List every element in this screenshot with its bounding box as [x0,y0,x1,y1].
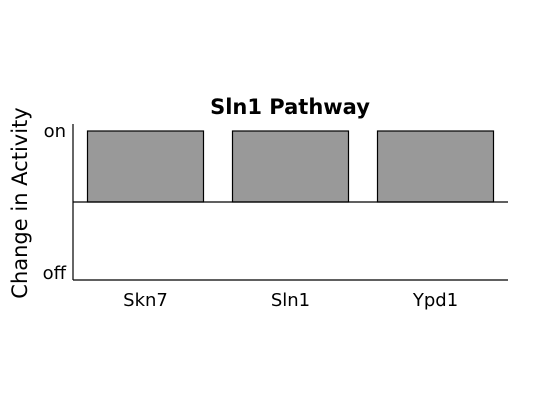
bar-skn7 [86,130,205,203]
y-tick-label: off [43,263,67,284]
chart-title: Sln1 Pathway [210,95,370,119]
x-tick-label: Skn7 [123,290,168,311]
axes-group [72,124,508,281]
y-tick-label: on [44,121,66,142]
bar-sln1 [231,130,350,203]
x-ticks-group: Skn7 Sln1 Ypd1 [123,290,458,311]
y-ticks-group: on off [43,121,67,284]
y-axis-label: Change in Activity [8,107,32,298]
x-tick-label: Sln1 [271,290,310,311]
bar-ypd1 [376,130,495,203]
bars-group [86,130,495,203]
x-tick-label: Ypd1 [412,290,458,311]
